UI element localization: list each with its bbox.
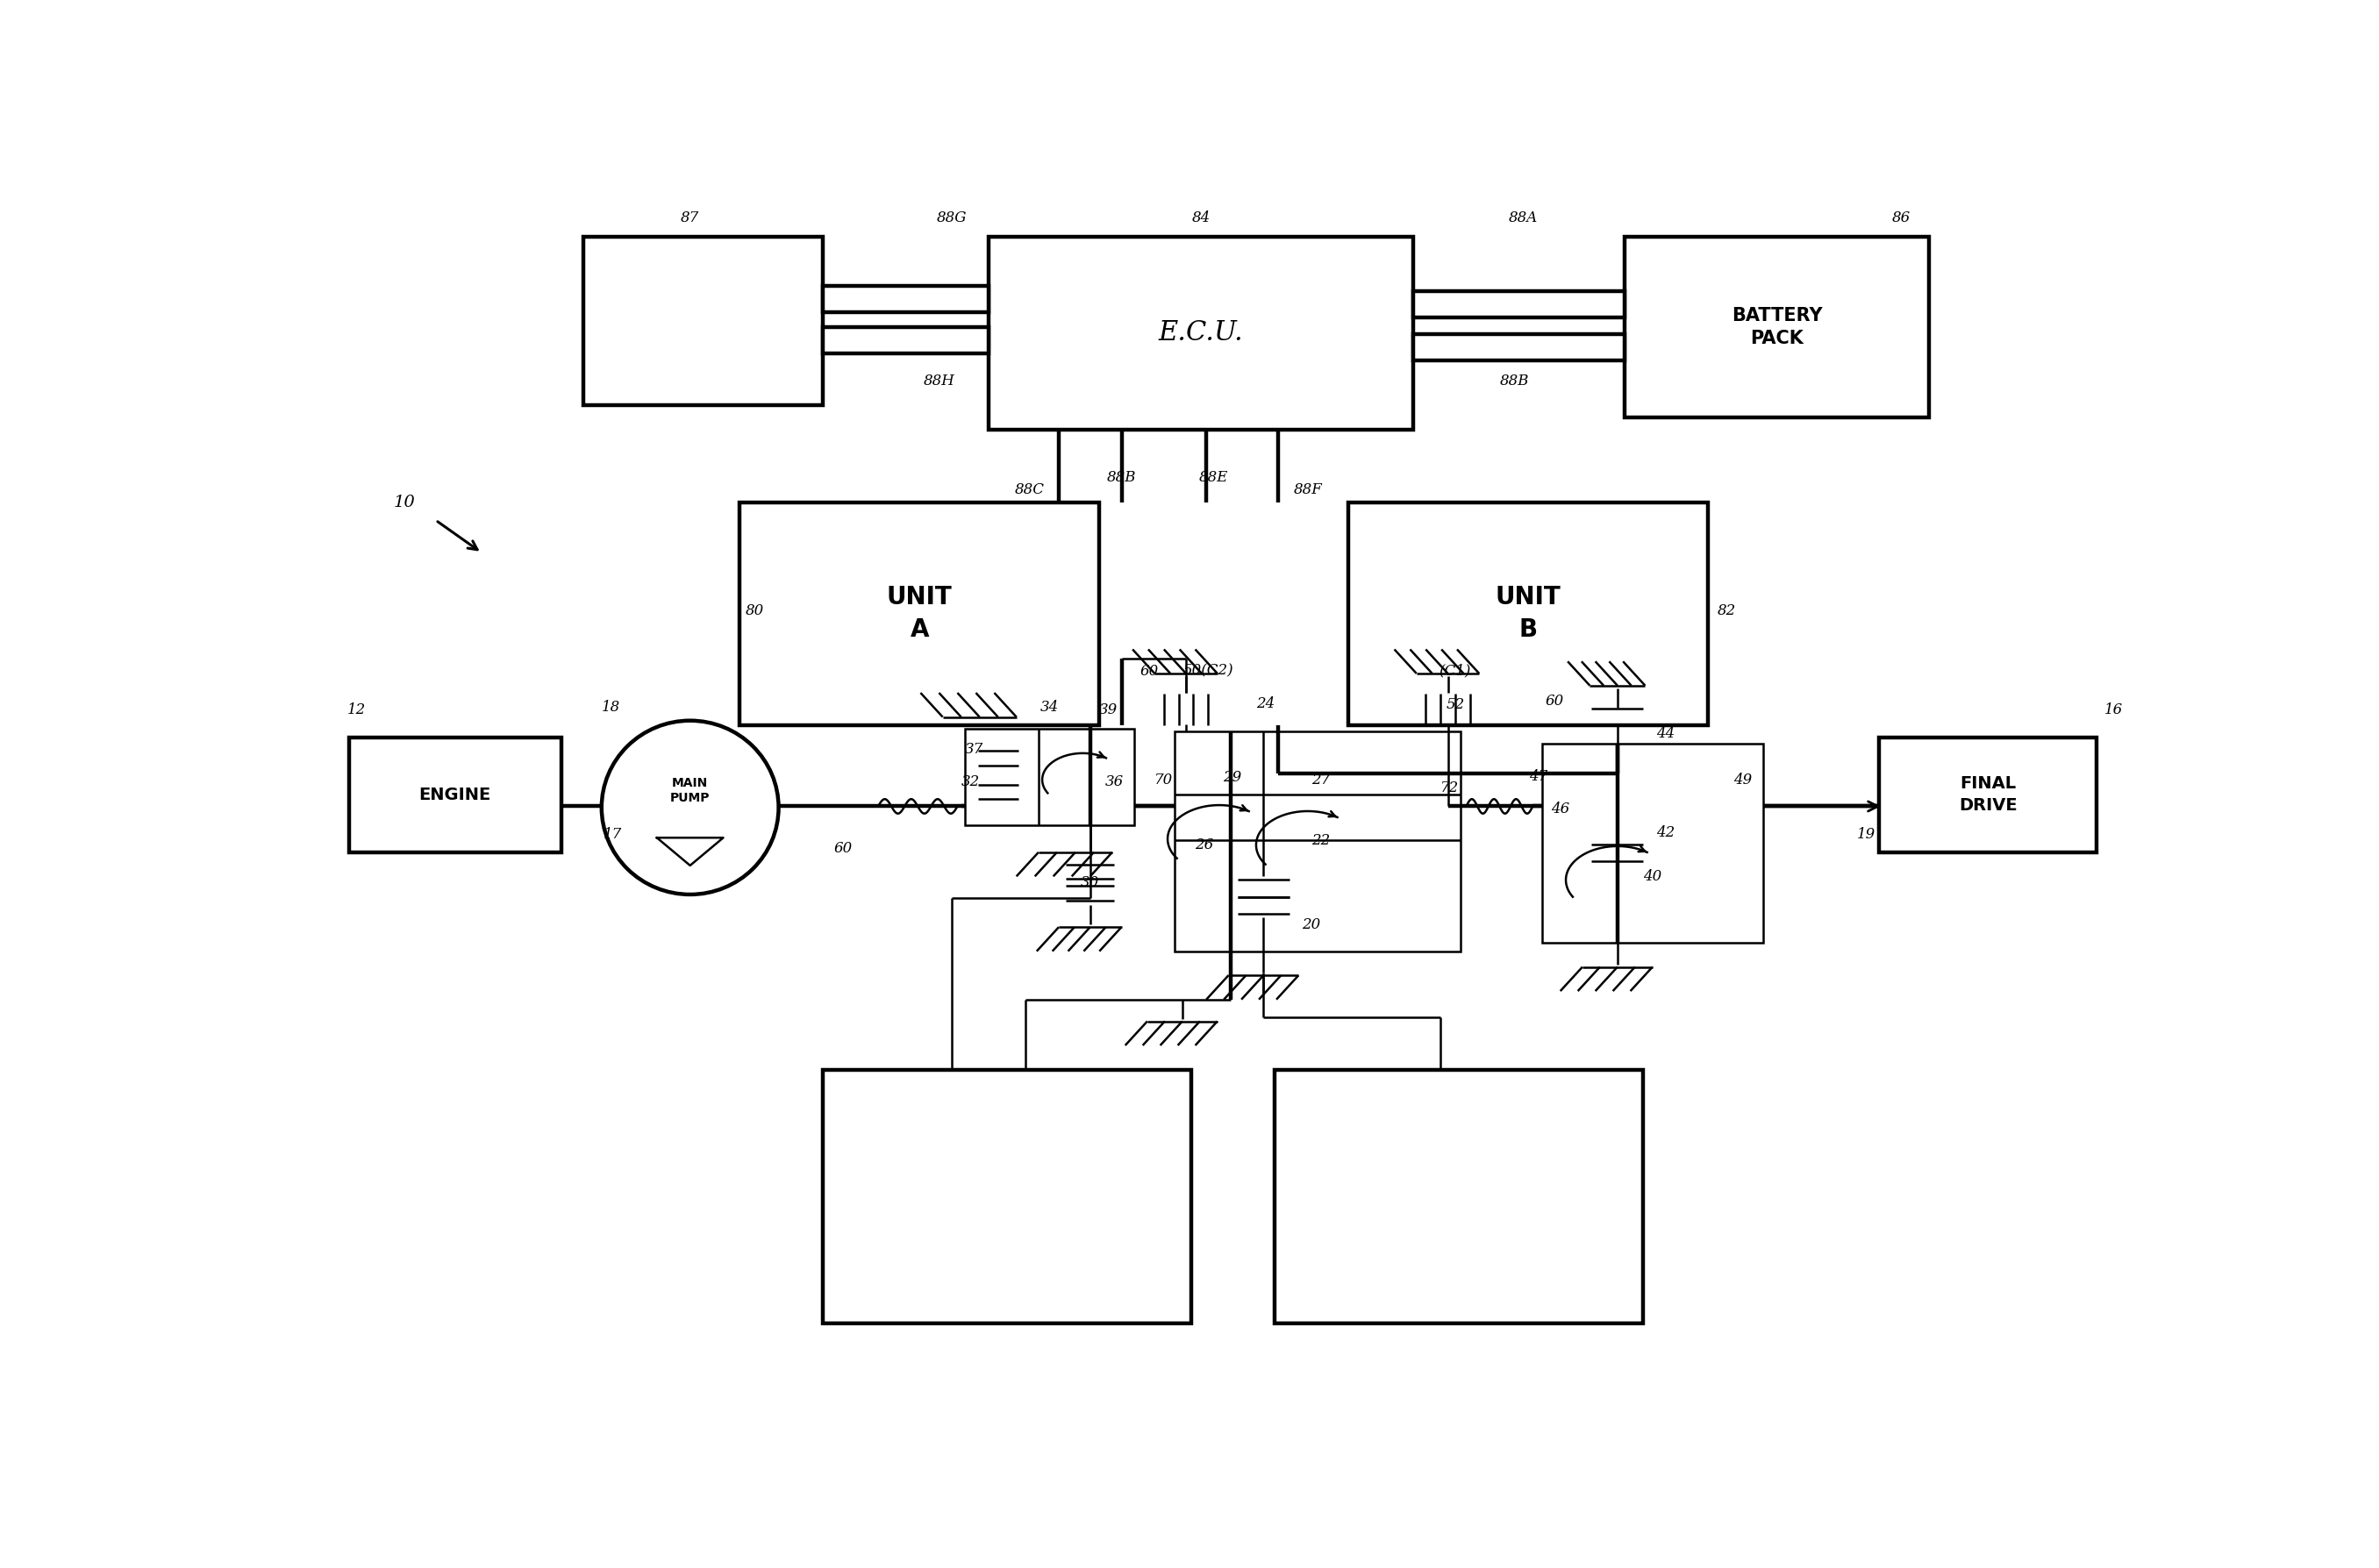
Text: 72: 72 [1439,781,1458,795]
Text: 39: 39 [1099,702,1118,717]
Text: 26: 26 [1194,837,1213,853]
Bar [1413,334,1625,361]
Text: 22: 22 [1311,833,1330,848]
Text: 18: 18 [602,699,621,715]
Text: 20: 20 [1301,917,1320,931]
Text: 17: 17 [604,826,621,842]
Text: 49: 49 [1734,773,1753,787]
Text: 19: 19 [1858,826,1875,842]
Text: 88E: 88E [1199,470,1228,486]
Text: 60: 60 [1546,693,1563,709]
Text: 34: 34 [1040,699,1059,715]
Text: ENGINE: ENGINE [419,787,490,803]
Text: 60: 60 [833,840,852,856]
Text: 70: 70 [1154,773,1173,787]
Bar [1542,743,1763,942]
Text: 36: 36 [1104,775,1123,790]
Bar [823,285,990,312]
Text: 40: 40 [1644,869,1663,884]
Text: 80: 80 [745,604,764,618]
Bar [1349,502,1708,726]
Bar [823,328,990,353]
Bar [1879,737,2096,853]
Text: 50(C2): 50(C2) [1182,663,1232,679]
Ellipse shape [602,721,778,894]
Bar [990,237,1413,430]
Text: 46: 46 [1551,801,1570,817]
Bar [966,729,1135,826]
Bar [1625,237,1929,417]
Text: (C1): (C1) [1439,663,1470,679]
Text: 30: 30 [1080,875,1099,891]
Bar [1275,1069,1644,1323]
Bar [740,502,1099,726]
Text: 88B: 88B [1499,373,1530,389]
Text: 42: 42 [1656,825,1675,840]
Text: 52: 52 [1446,698,1465,712]
Text: 82: 82 [1718,604,1737,618]
Bar [350,737,561,853]
Text: 29: 29 [1223,770,1242,786]
Bar [1413,290,1625,317]
Bar [1175,731,1461,952]
Bar [583,237,823,406]
Text: 37: 37 [966,742,983,757]
Text: 44: 44 [1656,726,1675,742]
Text: 10: 10 [393,494,416,510]
Text: UNIT
A: UNIT A [887,585,952,643]
Text: 88C: 88C [1013,483,1044,497]
Text: 16: 16 [2103,702,2122,717]
Text: 27: 27 [1311,773,1330,787]
Text: 88H: 88H [923,373,954,389]
Text: BATTERY
PACK: BATTERY PACK [1732,307,1822,348]
Text: 86: 86 [1891,210,1910,226]
Text: 24: 24 [1256,696,1275,712]
Text: 88G: 88G [937,210,966,226]
Text: FINAL
DRIVE: FINAL DRIVE [1958,776,2017,814]
Text: 60: 60 [1140,663,1159,679]
Text: UNIT
B: UNIT B [1496,585,1561,643]
Text: MAIN
PUMP: MAIN PUMP [671,778,709,804]
Text: 88A: 88A [1508,210,1539,226]
Text: 88B: 88B [1106,470,1137,486]
Text: E.C.U.: E.C.U. [1159,320,1244,347]
Text: 32: 32 [961,775,980,790]
Text: 47: 47 [1530,768,1546,784]
Text: 12: 12 [347,702,366,717]
Text: 88F: 88F [1294,483,1323,497]
Text: 84: 84 [1192,210,1211,226]
Text: 87: 87 [680,210,699,226]
Bar [823,1069,1192,1323]
